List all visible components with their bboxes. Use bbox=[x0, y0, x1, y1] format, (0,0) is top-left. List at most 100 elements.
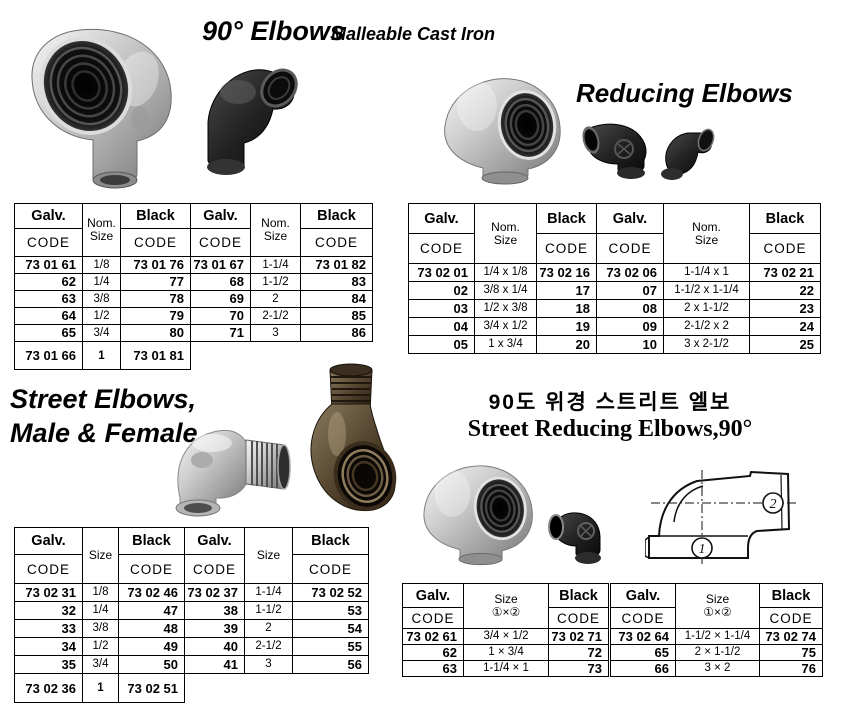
galvanized-street-reducing-elbow-photo bbox=[423, 465, 533, 566]
black-code: 76 bbox=[759, 660, 823, 677]
table-cell bbox=[293, 674, 369, 703]
nom-size: 3 bbox=[244, 655, 293, 674]
nom-size: 3/4 x 1/2 bbox=[474, 317, 537, 336]
black-code: 80 bbox=[120, 324, 191, 342]
galv-code: 68 bbox=[190, 273, 251, 291]
table-footer-row: 73 02 36 1 73 02 51 bbox=[14, 673, 369, 703]
black-code: 18 bbox=[536, 299, 597, 318]
black-code: 73 01 82 bbox=[300, 256, 373, 274]
galv-code: 63 bbox=[402, 660, 464, 677]
table-row: 64 1/2 79 70 2-1/2 85 bbox=[14, 307, 373, 325]
nom-size: 3 x 2-1/2 bbox=[663, 335, 750, 354]
nom-size: 1/2 bbox=[82, 637, 119, 656]
galv-code: 33 bbox=[14, 619, 83, 638]
nom-size: 2 bbox=[250, 290, 301, 308]
diagram-label-1: 1 bbox=[699, 542, 706, 557]
galv-code: 73 02 01 bbox=[408, 263, 475, 282]
nom-size: 3/8 bbox=[82, 290, 121, 308]
header-black: Black bbox=[120, 203, 191, 229]
table-row: 33 3/8 48 39 2 54 bbox=[14, 619, 369, 638]
galv-code: 32 bbox=[14, 601, 83, 620]
nom-size: 2-1/2 x 2 bbox=[663, 317, 750, 336]
black-code: 23 bbox=[749, 299, 821, 318]
nom-size: 1/8 bbox=[82, 256, 121, 274]
reducing-elbows-table: Galv. Nom. Size Black Galv. Nom. Size Black CODE… bbox=[408, 203, 821, 354]
nom-size: 1 × 3/4 bbox=[463, 644, 549, 661]
black-code: 53 bbox=[292, 601, 369, 620]
galv-code: 73 01 61 bbox=[14, 256, 83, 274]
reducing-title: Reducing Elbows bbox=[576, 78, 793, 108]
galv-code: 02 bbox=[408, 281, 475, 300]
header-black: Black bbox=[300, 203, 373, 229]
nom-size: 1-1/4 bbox=[250, 256, 301, 274]
black-code: 56 bbox=[292, 655, 369, 674]
header-code: CODE bbox=[608, 607, 676, 629]
black-code: 73 02 52 bbox=[292, 583, 369, 602]
header-size: Size ①×② bbox=[675, 583, 760, 629]
header-size: Nom. Size bbox=[82, 203, 121, 257]
header-code: CODE bbox=[402, 607, 464, 629]
black-code: 86 bbox=[300, 324, 373, 342]
nom-size: 1/4 x 1/8 bbox=[474, 263, 537, 282]
galv-code: 64 bbox=[14, 307, 83, 325]
black-code: 73 01 81 bbox=[120, 341, 191, 370]
header-code: CODE bbox=[536, 233, 597, 264]
black-code: 83 bbox=[300, 273, 373, 291]
header-galv: Galv. bbox=[14, 527, 83, 555]
table-row: 02 3/8 x 1/4 17 07 1-1/2 x 1-1/4 22 bbox=[408, 281, 821, 300]
header-code: CODE bbox=[408, 233, 475, 264]
table-row: 65 3/4 80 71 3 86 bbox=[14, 324, 373, 342]
black-code: 24 bbox=[749, 317, 821, 336]
header-black: Black bbox=[548, 583, 610, 608]
nom-size: 2 bbox=[244, 619, 293, 638]
elbows90-table: Galv. Nom. Size Black Galv. Nom. Size Black CODE… bbox=[14, 203, 373, 370]
black-code: 47 bbox=[118, 601, 185, 620]
black-code: 22 bbox=[749, 281, 821, 300]
black-code: 72 bbox=[548, 644, 610, 661]
black-street-reducing-elbow-photo bbox=[548, 512, 601, 564]
header-code: CODE bbox=[759, 607, 823, 629]
street-reducing-title-korean: 90도 위경 스트리트 엘보 bbox=[488, 391, 732, 414]
bronze-street-elbow-photo bbox=[310, 363, 397, 512]
galv-code: 09 bbox=[596, 317, 664, 336]
table-row: 73 02 01 1/4 x 1/8 73 02 16 73 02 06 1-1/4 x… bbox=[408, 263, 821, 282]
table-row: 73 02 31 1/8 73 02 46 73 02 37 1-1/4 73 02 52 bbox=[14, 583, 369, 602]
header-size: Nom. Size bbox=[250, 203, 301, 257]
black-code: 19 bbox=[536, 317, 597, 336]
table-cell bbox=[245, 674, 293, 703]
table-cell bbox=[185, 674, 245, 703]
nom-size: 1-1/2 x 1-1/4 bbox=[663, 281, 750, 300]
nom-size: 2-1/2 bbox=[244, 637, 293, 656]
black-code: 73 02 74 bbox=[759, 628, 823, 645]
header-galv: Galv. bbox=[608, 583, 676, 608]
galv-code: 41 bbox=[184, 655, 245, 674]
nom-size: 2 × 1-1/2 bbox=[675, 644, 760, 661]
galv-code: 07 bbox=[596, 281, 664, 300]
street-elbows-table: Galv. Size Black Galv. Size Black CODE CODE CODE… bbox=[14, 527, 369, 703]
galv-code: 03 bbox=[408, 299, 475, 318]
black-code: 75 bbox=[759, 644, 823, 661]
galvanized-elbow-photo bbox=[31, 28, 172, 189]
galv-code: 73 02 37 bbox=[184, 583, 245, 602]
black-code: 85 bbox=[300, 307, 373, 325]
galv-code: 73 02 64 bbox=[608, 628, 676, 645]
black-code: 49 bbox=[118, 637, 185, 656]
header-galv: Galv. bbox=[402, 583, 464, 608]
header-galv: Galv. bbox=[14, 203, 83, 229]
galv-code: 65 bbox=[608, 644, 676, 661]
header-galv: Galv. bbox=[184, 527, 245, 555]
black-code: 73 02 21 bbox=[749, 263, 821, 282]
table-row: 62 1/4 77 68 1-1/2 83 bbox=[14, 273, 373, 291]
street-reducing-titles: 90도 위경 스트리트 엘보 Street Reducing Elbows,90… bbox=[420, 386, 800, 443]
black-code: 17 bbox=[536, 281, 597, 300]
black-code: 55 bbox=[292, 637, 369, 656]
galv-code: 71 bbox=[190, 324, 251, 342]
table-row: 35 3/4 50 41 3 56 bbox=[14, 655, 369, 674]
header-galv: Galv. bbox=[190, 203, 251, 229]
header-size: Size bbox=[82, 527, 119, 584]
galv-code: 34 bbox=[14, 637, 83, 656]
nom-size: 1 bbox=[82, 341, 121, 370]
black-code: 73 02 71 bbox=[548, 628, 610, 645]
header-size: Size ①×② bbox=[463, 583, 549, 629]
